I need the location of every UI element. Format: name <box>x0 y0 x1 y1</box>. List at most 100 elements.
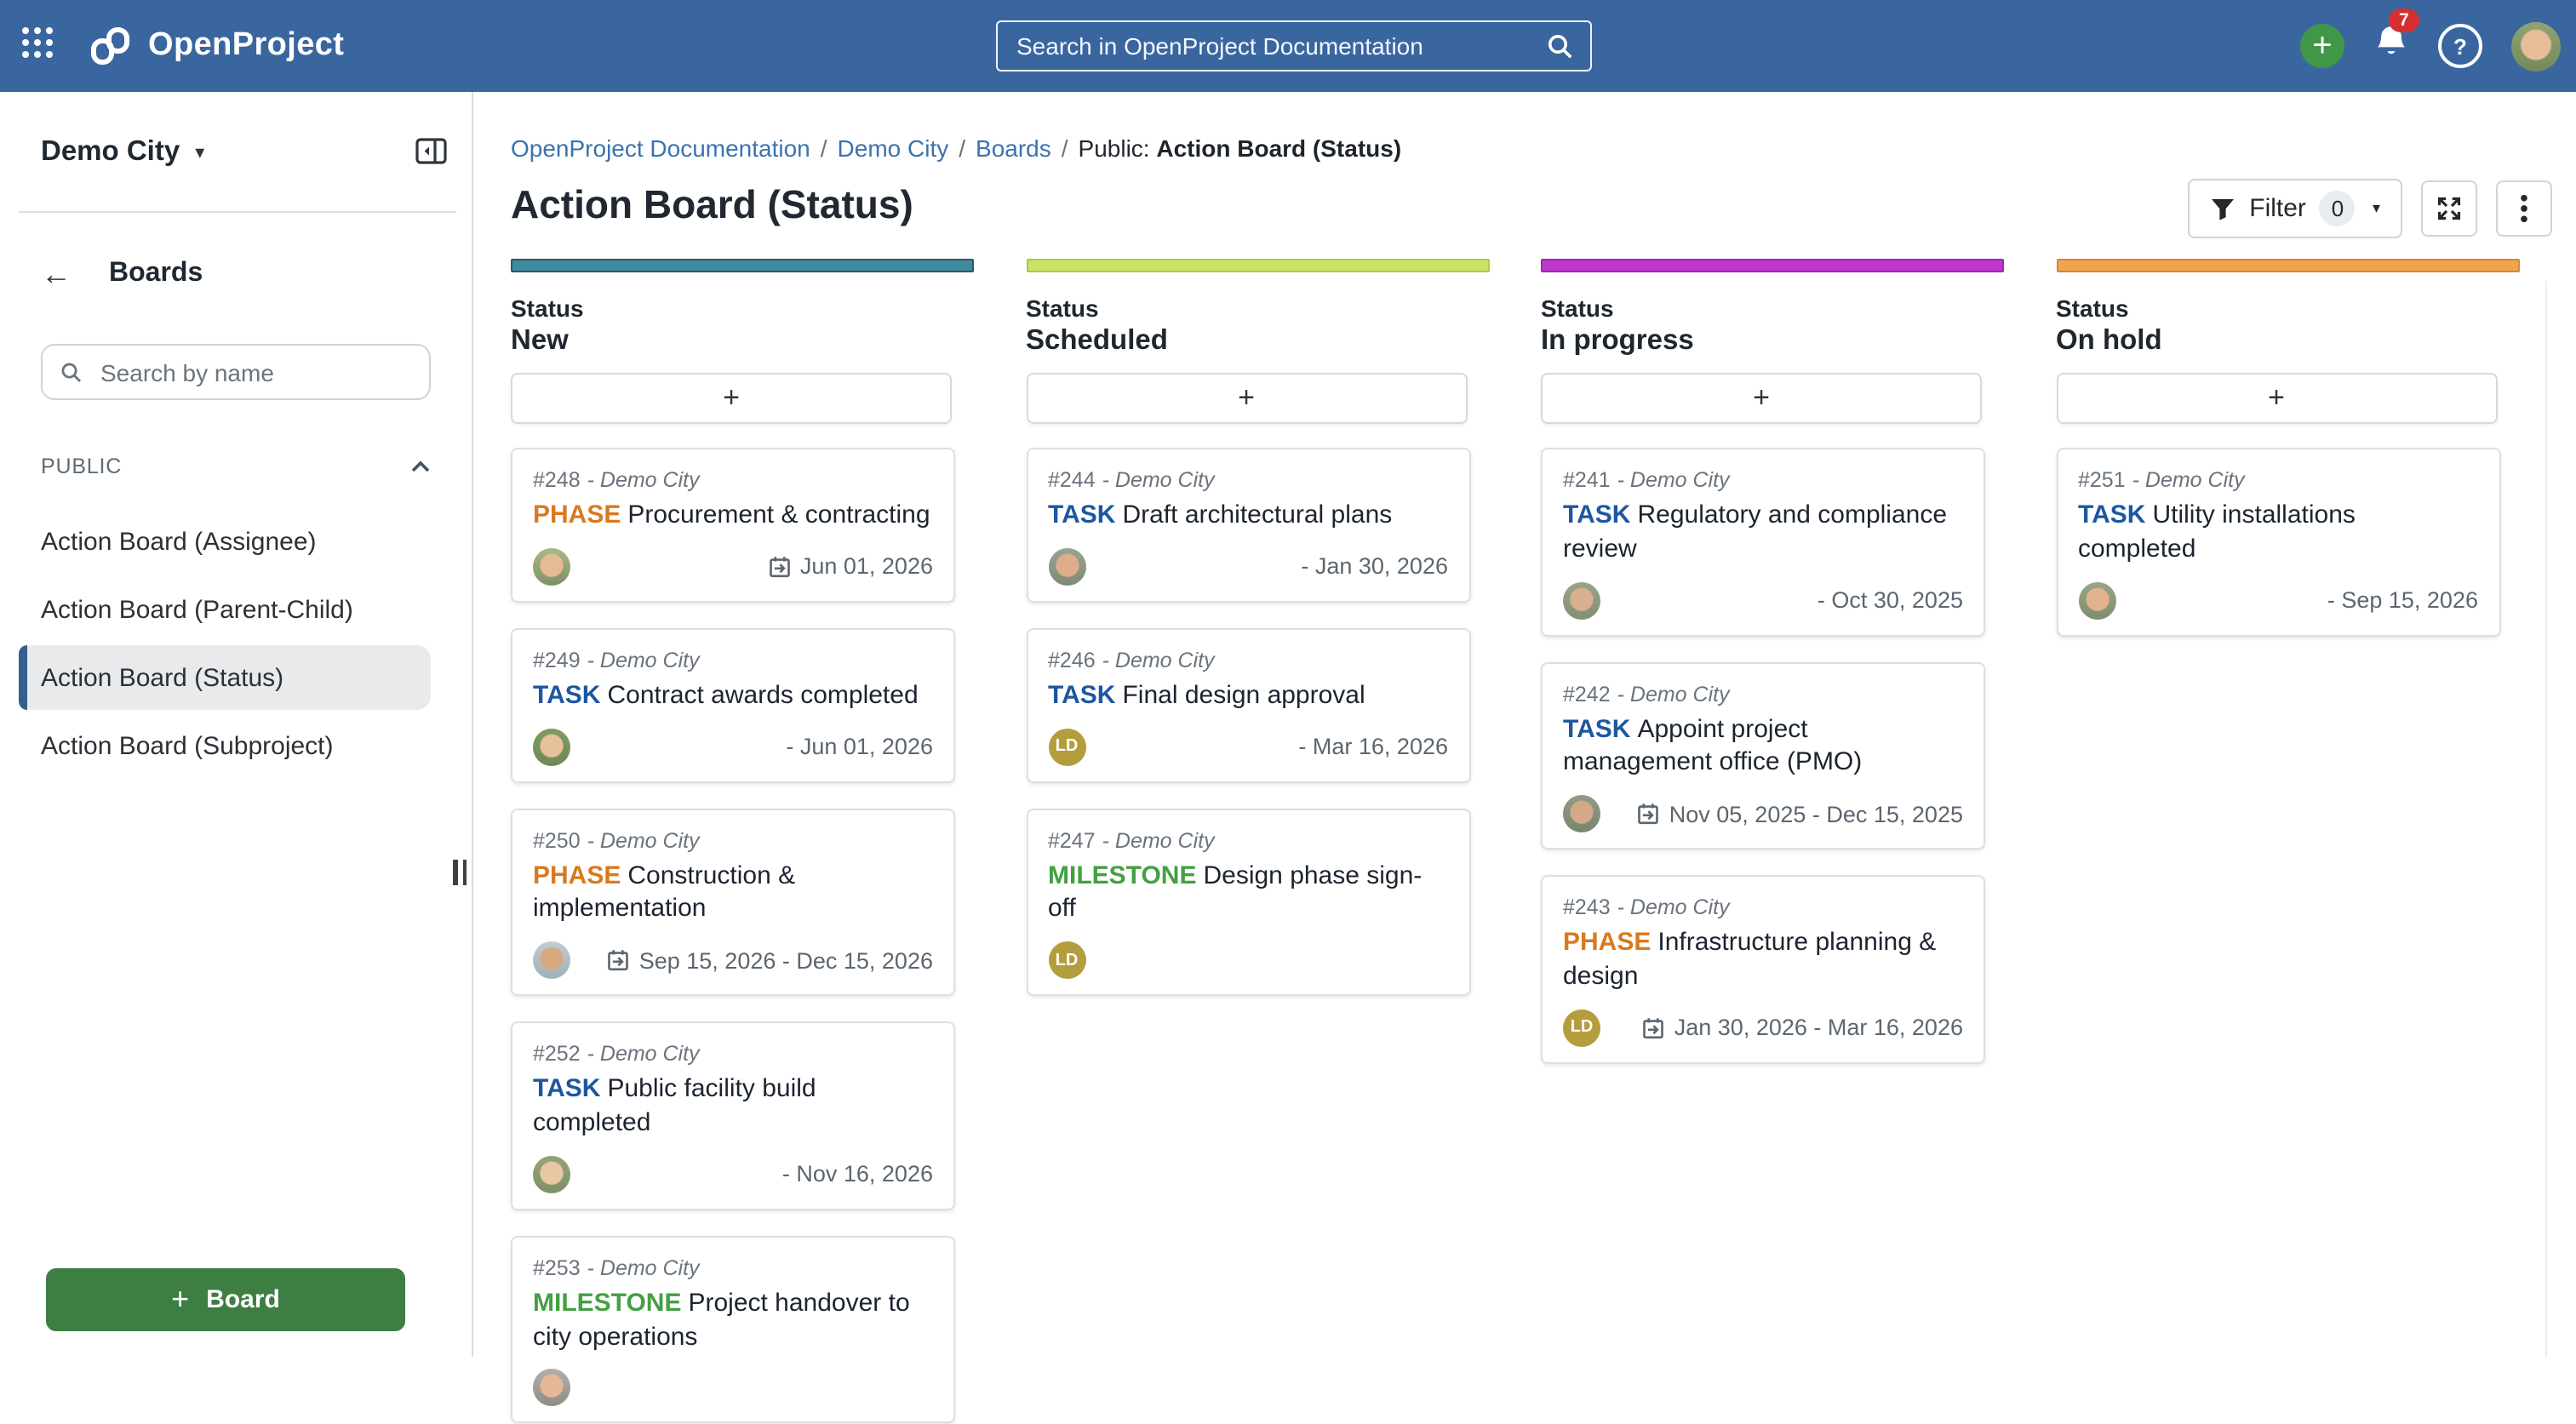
date-text: - Sep 15, 2026 <box>2327 587 2478 614</box>
global-add-button[interactable]: + <box>2300 24 2344 68</box>
breadcrumb: OpenProject Documentation / Demo City / … <box>511 134 2576 162</box>
board: Status New + #248- Demo City PHASE Procur… <box>511 259 2576 1424</box>
card-title: TASK Draft architectural plans <box>1048 499 1448 533</box>
sidebar-item-action-board-parent-child[interactable]: Action Board (Parent-Child) <box>19 577 431 642</box>
toolbar: Filter 0 ▾ <box>2188 179 2552 238</box>
notifications-button[interactable]: 7 <box>2373 8 2419 69</box>
board-item-label: Action Board (Parent-Child) <box>41 595 353 624</box>
expand-icon <box>2437 197 2461 220</box>
column-attribute: Status <box>2056 295 2129 322</box>
back-arrow-icon[interactable]: ← <box>41 257 72 291</box>
notification-count-badge: 7 <box>2389 8 2419 32</box>
global-search-input[interactable] <box>998 32 1546 60</box>
search-icon <box>61 362 82 382</box>
boards-section-title: Boards <box>109 259 203 288</box>
main-content: OpenProject Documentation / Demo City / … <box>473 92 2576 1424</box>
sidebar-item-action-board-assignee[interactable]: Action Board (Assignee) <box>19 509 431 574</box>
card-title: TASK Utility installations completed <box>2078 499 2478 566</box>
chevron-up-icon[interactable] <box>410 460 431 473</box>
card-title: TASK Final design approval <box>1048 679 1448 713</box>
work-package-title: Final design approval <box>1122 680 1365 710</box>
card-title: MILESTONE Design phase sign-off <box>1048 859 1448 926</box>
breadcrumb-separator: / <box>820 134 827 162</box>
work-package-card[interactable]: #249- Demo City TASK Contract awards comp… <box>511 627 955 783</box>
collapse-sidebar-button[interactable] <box>415 138 448 165</box>
breadcrumb-link-boards[interactable]: Boards <box>976 134 1051 162</box>
filter-label: Filter <box>2249 194 2306 223</box>
chevron-down-icon: ▾ <box>2372 199 2380 216</box>
add-card-button[interactable]: + <box>511 373 952 424</box>
global-search <box>996 20 1592 71</box>
avatar <box>533 547 570 586</box>
sidebar: Demo City ▾ ← Boards <box>0 92 473 1357</box>
board-column-scheduled: Status Scheduled + #244- Demo City TASK D… <box>1026 259 1489 997</box>
fullscreen-button[interactable] <box>2421 180 2477 237</box>
search-icon[interactable] <box>1546 31 1575 60</box>
user-avatar[interactable] <box>2511 21 2561 71</box>
project-caret-icon[interactable]: ▾ <box>195 142 205 163</box>
card-title: TASK Public facility build completed <box>533 1072 933 1140</box>
work-package-card[interactable]: #250- Demo City PHASE Construction & impl… <box>511 808 955 997</box>
work-package-title: Public facility build completed <box>533 1074 816 1137</box>
modules-grid-icon[interactable] <box>22 27 60 65</box>
breadcrumb-link-project[interactable]: Demo City <box>837 134 949 162</box>
work-package-card[interactable]: #244- Demo City TASK Draft architectural … <box>1026 448 1470 603</box>
breadcrumb-link-documentation[interactable]: OpenProject Documentation <box>511 134 810 162</box>
project-selector[interactable]: Demo City <box>41 135 180 166</box>
date-text: Sep 15, 2026 - Dec 15, 2026 <box>638 947 933 974</box>
board-search-input[interactable] <box>97 357 412 387</box>
add-board-button[interactable]: + Board <box>46 1268 405 1331</box>
plus-icon: + <box>171 1282 190 1316</box>
work-package-id: #246 <box>1048 648 1096 672</box>
openproject-logo[interactable]: OpenProject <box>90 26 344 66</box>
board-search <box>41 344 431 400</box>
work-package-type: PHASE <box>1563 928 1652 958</box>
card-dates: - Nov 16, 2026 <box>782 1162 933 1187</box>
work-package-id: #241 <box>1563 468 1611 492</box>
work-package-card[interactable]: #248- Demo City PHASE Procurement & contr… <box>511 448 955 603</box>
add-board-label: Board <box>206 1285 280 1314</box>
add-card-button[interactable]: + <box>1026 373 1467 424</box>
sidebar-item-action-board-subproject[interactable]: Action Board (Subproject) <box>19 713 431 778</box>
work-package-project: - Demo City <box>587 828 700 853</box>
date-text: - Oct 30, 2025 <box>1817 587 1963 614</box>
column-attribute: Status <box>1026 295 1099 322</box>
work-package-card[interactable]: #253- Demo City MILESTONE Project handove… <box>511 1235 955 1424</box>
work-package-id: #243 <box>1563 895 1611 920</box>
work-package-card[interactable]: #247- Demo City MILESTONE Design phase si… <box>1026 808 1470 997</box>
card-title: PHASE Infrastructure planning & design <box>1563 926 1963 993</box>
board-menu-button[interactable] <box>2496 180 2552 237</box>
column-name: New <box>511 325 569 356</box>
column-name: On hold <box>2056 325 2162 356</box>
add-card-button[interactable]: + <box>2056 373 2497 424</box>
openproject-logo-icon <box>91 27 129 65</box>
card-title: TASK Contract awards completed <box>533 679 933 713</box>
work-package-project: - Demo City <box>1617 895 1730 920</box>
sidebar-resize-handle[interactable] <box>453 860 467 885</box>
work-package-card[interactable]: #241- Demo City TASK Regulatory and compl… <box>1541 448 1985 637</box>
calendar-start-icon <box>770 556 790 577</box>
column-color-bar <box>1026 259 1489 272</box>
page-title: Action Board (Status) <box>511 182 913 226</box>
sidebar-item-action-board-status[interactable]: Action Board (Status) <box>19 645 431 710</box>
work-package-card[interactable]: #252- Demo City TASK Public facility buil… <box>511 1021 955 1210</box>
work-package-card[interactable]: #242- Demo City TASK Appoint project mana… <box>1541 661 1985 850</box>
add-card-button[interactable]: + <box>1541 373 1982 424</box>
work-package-card[interactable]: #243- Demo City PHASE Infrastructure plan… <box>1541 875 1985 1064</box>
collapse-sidebar-icon <box>415 138 447 164</box>
work-package-project: - Demo City <box>1102 828 1215 853</box>
filter-button[interactable]: Filter 0 ▾ <box>2188 179 2402 238</box>
avatar <box>1563 795 1600 833</box>
work-package-type: TASK <box>1048 500 1116 529</box>
work-package-id: #249 <box>533 648 581 672</box>
date-text: - Jun 01, 2026 <box>786 734 933 760</box>
card-list: #244- Demo City TASK Draft architectural … <box>1026 448 1489 997</box>
work-package-type: MILESTONE <box>1048 861 1197 890</box>
help-button[interactable]: ? <box>2438 24 2482 68</box>
work-package-card[interactable]: #251- Demo City TASK Utility installation… <box>2056 448 2500 637</box>
work-package-card[interactable]: #246- Demo City TASK Final design approva… <box>1026 627 1470 783</box>
work-package-type: MILESTONE <box>533 1288 682 1318</box>
column-name: In progress <box>1541 325 1694 356</box>
calendar-start-icon <box>1643 1017 1664 1038</box>
work-package-project: - Demo City <box>1102 648 1215 672</box>
